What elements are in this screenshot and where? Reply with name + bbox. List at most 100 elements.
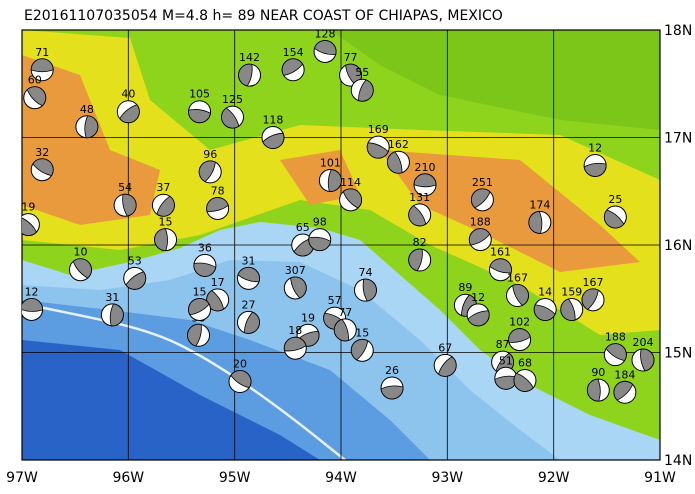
compression-quadrant xyxy=(122,193,137,217)
depth-label: 15 xyxy=(355,326,369,339)
focal-mechanism: 68 xyxy=(513,356,537,392)
compression-quadrant xyxy=(508,328,531,343)
depth-label: 77 xyxy=(344,51,358,64)
compression-quadrant xyxy=(72,258,92,279)
depth-label: 14 xyxy=(538,286,552,299)
depth-label: 105 xyxy=(189,88,210,101)
compression-quadrant xyxy=(533,304,556,321)
focal-mechanism: 188 xyxy=(603,331,627,367)
map-title: E20161107035054 M=4.8 h= 89 NEAR COAST O… xyxy=(24,8,503,24)
lat-label: 16N xyxy=(664,238,692,254)
compression-quadrant xyxy=(188,298,210,316)
focal-mechanism: 18 xyxy=(283,324,307,360)
compression-quadrant xyxy=(243,311,260,334)
depth-label: 65 xyxy=(296,221,310,234)
focal-mechanism: 77 xyxy=(333,306,357,342)
focal-mechanism: 51 xyxy=(494,354,518,390)
lon-label: 93W xyxy=(431,470,463,486)
depth-label: 251 xyxy=(472,176,493,189)
focal-mechanism: 204 xyxy=(631,336,655,372)
compression-quadrant xyxy=(513,372,534,392)
focal-mechanism: 53 xyxy=(123,254,147,290)
depth-label: 184 xyxy=(614,368,635,381)
depth-label: 20 xyxy=(233,358,247,371)
compression-quadrant xyxy=(187,323,202,347)
lon-label: 91W xyxy=(644,470,676,486)
compression-quadrant xyxy=(26,86,47,107)
compression-quadrant xyxy=(613,380,634,401)
compression-quadrant xyxy=(281,58,304,76)
compression-quadrant xyxy=(489,258,512,274)
depth-label: 78 xyxy=(211,184,225,197)
depth-label: 68 xyxy=(518,356,532,369)
compression-quadrant xyxy=(119,104,140,124)
lon-label: 96W xyxy=(112,470,144,486)
compression-quadrant xyxy=(32,158,54,177)
graticule xyxy=(21,29,661,461)
compression-quadrant xyxy=(528,211,543,234)
compression-quadrant xyxy=(581,288,599,310)
compression-quadrant xyxy=(387,151,403,174)
focal-mechanism: 60 xyxy=(23,74,47,110)
depth-label: 53 xyxy=(128,254,142,267)
compression-quadrant xyxy=(154,228,168,252)
lat-label: 14N xyxy=(664,453,692,469)
focal-mechanism: 161 xyxy=(489,246,512,282)
depth-label: 118 xyxy=(262,114,283,127)
depth-label: 15 xyxy=(159,216,173,229)
lon-label: 95W xyxy=(219,470,251,486)
focal-mechanism: 15 xyxy=(154,216,178,252)
focal-mechanism: 25 xyxy=(603,193,627,229)
focal-mechanism: 96 xyxy=(198,148,222,184)
depth-label: 89 xyxy=(458,281,472,294)
focal-mechanism: 188 xyxy=(468,216,492,252)
compression-quadrant xyxy=(237,266,260,283)
depth-label: 48 xyxy=(80,103,94,116)
focal-mechanism: 90 xyxy=(586,366,610,402)
focal-mechanism: 65 xyxy=(291,221,315,257)
compression-quadrant xyxy=(333,318,349,342)
compression-quadrant xyxy=(221,107,240,129)
compression-quadrant xyxy=(262,132,285,149)
compression-quadrant xyxy=(22,217,38,236)
depth-label: 128 xyxy=(315,28,336,41)
depth-label: 101 xyxy=(320,157,341,170)
depth-label: 102 xyxy=(509,316,530,329)
depth-label: 60 xyxy=(28,74,42,87)
focal-mechanism: 162 xyxy=(386,138,410,174)
depth-label: 67 xyxy=(438,341,452,354)
depth-label: 87 xyxy=(496,338,510,351)
focal-mechanism: 82 xyxy=(408,236,432,272)
depth-label: 40 xyxy=(121,88,135,101)
depth-label: 31 xyxy=(241,254,255,267)
depth-label: 204 xyxy=(632,336,653,349)
compression-quadrant xyxy=(471,188,491,209)
compression-quadrant xyxy=(342,188,362,209)
depth-label: 37 xyxy=(156,181,170,194)
focal-mechanism: 12 xyxy=(466,291,490,327)
focal-mechanism: 54 xyxy=(113,181,137,217)
lon-label: 94W xyxy=(325,470,357,486)
compression-quadrant xyxy=(308,236,332,251)
focal-mechanism: 167 xyxy=(581,276,605,312)
depth-label: 55 xyxy=(355,66,369,79)
compression-quadrant xyxy=(640,348,655,372)
focal-mechanism: 27 xyxy=(236,298,260,334)
depth-label: 154 xyxy=(283,46,304,59)
compression-quadrant xyxy=(413,173,437,188)
depth-label: 25 xyxy=(608,193,622,206)
compression-quadrant xyxy=(314,40,337,56)
compression-quadrant xyxy=(468,228,491,246)
depth-label: 167 xyxy=(507,272,528,285)
compression-quadrant xyxy=(30,58,54,73)
compression-quadrant xyxy=(206,290,225,312)
depth-label: 82 xyxy=(413,236,427,249)
focal-mechanism: 48 xyxy=(75,103,99,139)
depth-label: 17 xyxy=(211,276,225,289)
focal-mechanism: 26 xyxy=(380,364,404,400)
compression-quadrant xyxy=(408,205,427,227)
lon-label: 92W xyxy=(538,470,570,486)
depth-label: 167 xyxy=(583,276,604,289)
focal-mechanism: 67 xyxy=(433,341,457,377)
depth-label: 142 xyxy=(239,51,260,64)
